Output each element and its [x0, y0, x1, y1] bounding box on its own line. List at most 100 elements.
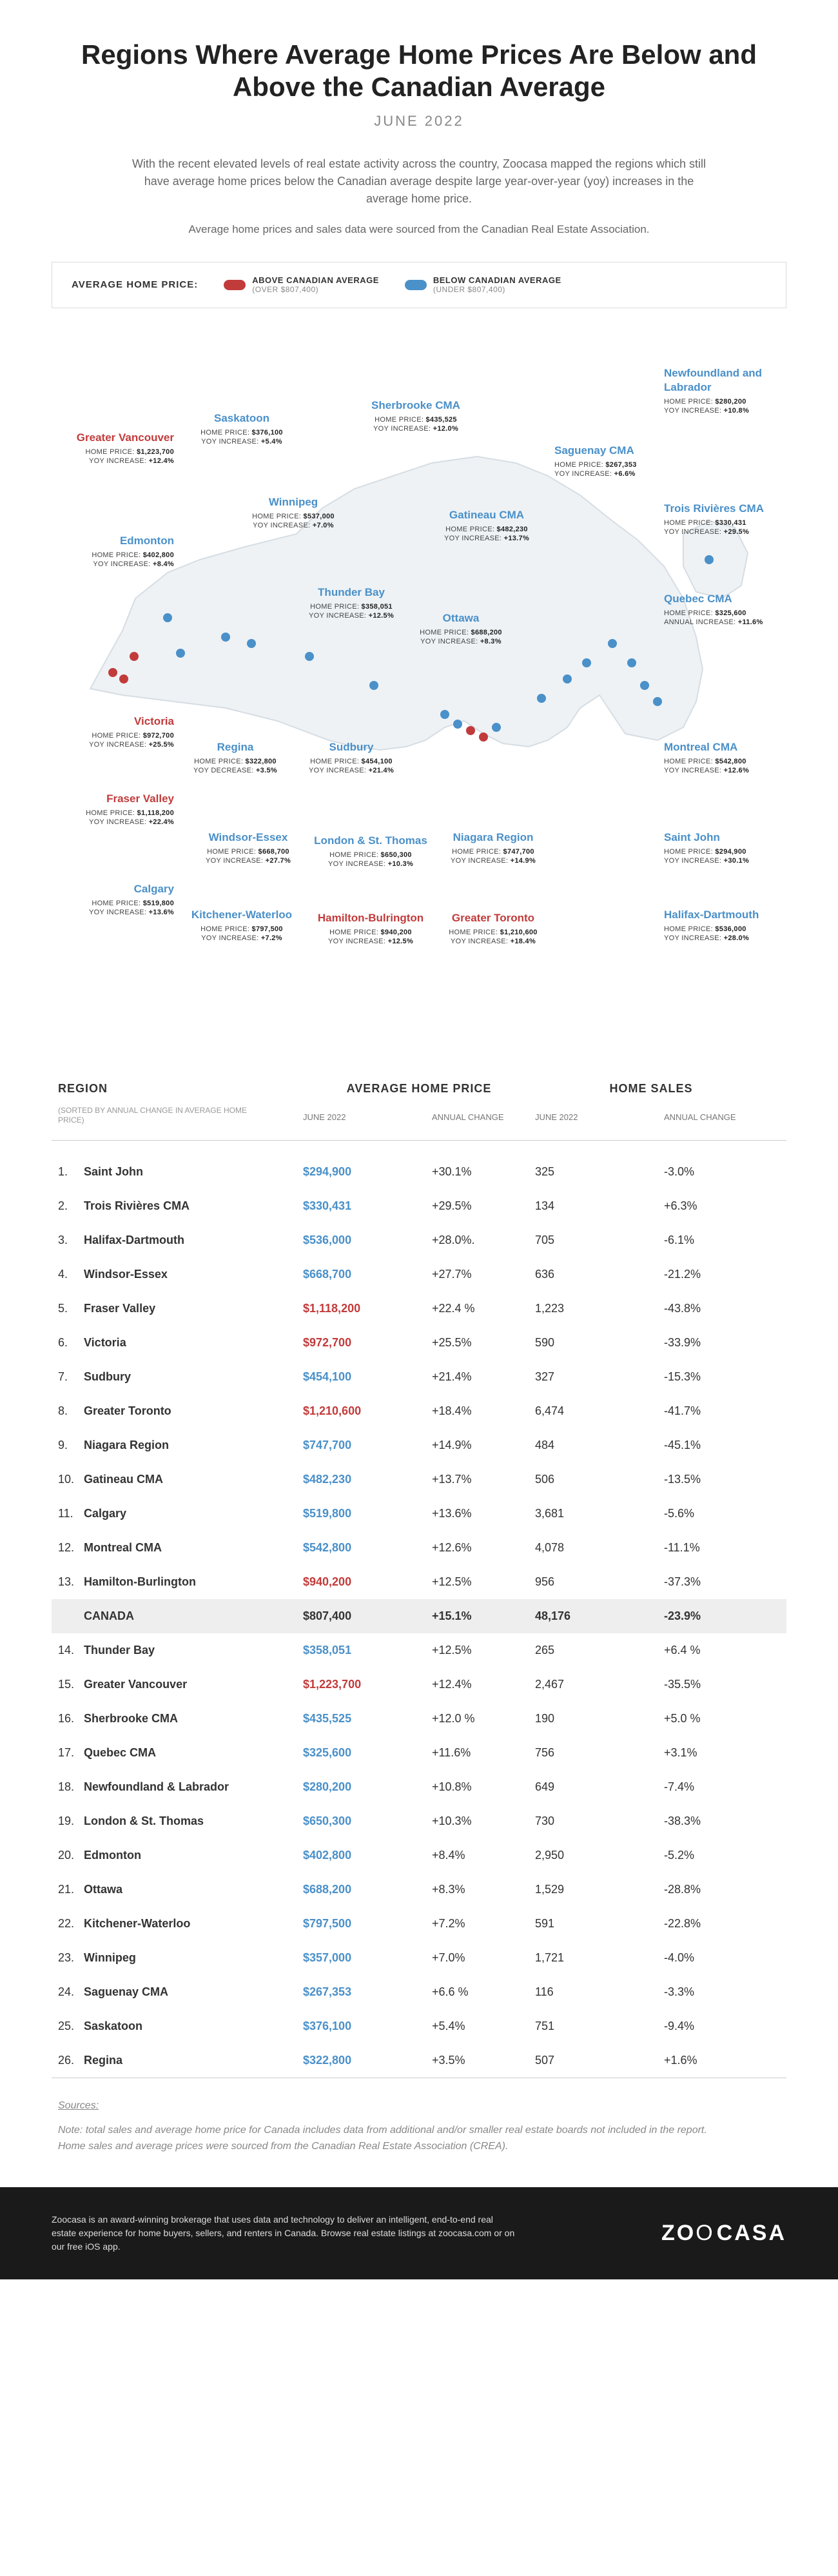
map-callout: London & St. ThomasHOME PRICE: $650,300Y…: [309, 834, 432, 869]
row-price: $454,100: [303, 1370, 432, 1384]
row-sales-change: -11.1%: [664, 1541, 767, 1555]
row-sales: 1,529: [535, 1883, 664, 1896]
callout-region-name: Gatineau CMA: [425, 508, 548, 522]
callout-yoy: YOY INCREASE: +29.5%: [664, 527, 786, 536]
row-sales-change: -43.8%: [664, 1302, 767, 1315]
callout-yoy: YOY INCREASE: +8.4%: [52, 560, 174, 569]
callout-yoy: YOY INCREASE: +13.6%: [52, 908, 174, 917]
row-sales: 6,474: [535, 1404, 664, 1418]
row-price-change: +12.5%: [432, 1575, 535, 1589]
row-region: 4.Windsor-Essex: [58, 1268, 303, 1281]
callout-yoy: YOY INCREASE: +12.5%: [309, 937, 432, 946]
row-sales-change: -45.1%: [664, 1439, 767, 1452]
callout-home-price: HOME PRICE: $747,700: [432, 847, 554, 856]
row-region: 2.Trois Rivières CMA: [58, 1199, 303, 1213]
callout-region-name: Saint John: [664, 831, 786, 845]
callout-yoy: YOY DECREASE: +3.5%: [174, 766, 297, 775]
map-callout: Greater VancouverHOME PRICE: $1,223,700Y…: [52, 431, 174, 466]
row-region: 25.Saskatoon: [58, 2020, 303, 2033]
row-price-change: +14.9%: [432, 1439, 535, 1452]
callout-region-name: Edmonton: [52, 534, 174, 548]
row-sales: 956: [535, 1575, 664, 1589]
callout-home-price: HOME PRICE: $797,500: [180, 925, 303, 934]
callout-yoy: YOY INCREASE: +18.4%: [432, 937, 554, 946]
callout-region-name: Halifax-Dartmouth: [664, 908, 786, 922]
row-price: $357,000: [303, 1951, 432, 1965]
canada-summary-row: CANADA $807,400 +15.1% 48,176 -23.9%: [52, 1599, 786, 1633]
row-price: $358,051: [303, 1644, 432, 1657]
callout-home-price: HOME PRICE: $1,223,700: [52, 447, 174, 457]
row-price: $688,200: [303, 1883, 432, 1896]
row-price: $519,800: [303, 1507, 432, 1520]
canada-name: CANADA: [58, 1609, 134, 1622]
pill-below-icon: [405, 280, 427, 290]
row-sales-change: -7.4%: [664, 1780, 767, 1794]
callout-home-price: HOME PRICE: $294,900: [664, 847, 786, 856]
map-callout: Windsor-EssexHOME PRICE: $668,700YOY INC…: [187, 831, 309, 866]
row-sales-change: -13.5%: [664, 1473, 767, 1486]
row-sales-change: -38.3%: [664, 1814, 767, 1828]
row-region: 6.Victoria: [58, 1336, 303, 1350]
table-row: 7.Sudbury$454,100+21.4%327-15.3%: [52, 1360, 786, 1394]
row-sales: 730: [535, 1814, 664, 1828]
row-price-change: +13.7%: [432, 1473, 535, 1486]
callout-home-price: HOME PRICE: $325,600: [664, 609, 786, 618]
row-price: $1,223,700: [303, 1678, 432, 1691]
row-sales-change: +3.1%: [664, 1746, 767, 1760]
table-row: 14.Thunder Bay$358,051+12.5%265+6.4 %: [52, 1633, 786, 1667]
row-price: $668,700: [303, 1268, 432, 1281]
legend-below-title: BELOW CANADIAN AVERAGE: [433, 275, 561, 286]
table-row: 5.Fraser Valley$1,118,200+22.4 %1,223-43…: [52, 1292, 786, 1326]
callout-yoy: YOY INCREASE: +14.9%: [432, 856, 554, 865]
row-sales: 506: [535, 1473, 664, 1486]
callout-home-price: HOME PRICE: $650,300: [309, 850, 432, 860]
row-region: 5.Fraser Valley: [58, 1302, 303, 1315]
map-callout: Montreal CMAHOME PRICE: $542,800YOY INCR…: [664, 740, 786, 776]
col-price-change: ANNUAL CHANGE: [432, 1106, 535, 1126]
row-price: $294,900: [303, 1165, 432, 1179]
row-price-change: +18.4%: [432, 1404, 535, 1418]
map-callout: CalgaryHOME PRICE: $519,800YOY INCREASE:…: [52, 882, 174, 918]
row-sales-change: -35.5%: [664, 1678, 767, 1691]
map-callout: WinnipegHOME PRICE: $537,000YOY INCREASE…: [232, 495, 355, 531]
row-price-change: +7.2%: [432, 1917, 535, 1931]
row-sales-change: -37.3%: [664, 1575, 767, 1589]
map-callout: Kitchener-WaterlooHOME PRICE: $797,500YO…: [180, 908, 303, 943]
row-price: $650,300: [303, 1814, 432, 1828]
row-price-change: +27.7%: [432, 1268, 535, 1281]
row-sales-change: -3.3%: [664, 1985, 767, 1999]
row-region: 18.Newfoundland & Labrador: [58, 1780, 303, 1794]
callout-region-name: Newfoundland and Labrador: [664, 366, 786, 395]
row-region: 12.Montreal CMA: [58, 1541, 303, 1555]
row-price: $972,700: [303, 1336, 432, 1350]
sources-note-1: Note: total sales and average home price…: [58, 2122, 780, 2139]
pill-above-icon: [224, 280, 246, 290]
callout-home-price: HOME PRICE: $376,100: [180, 428, 303, 437]
map-callout: Thunder BayHOME PRICE: $358,051YOY INCRE…: [290, 585, 413, 621]
callout-yoy: YOY INCREASE: +7.0%: [232, 521, 355, 530]
row-sales: 190: [535, 1712, 664, 1726]
map-callout: VictoriaHOME PRICE: $972,700YOY INCREASE…: [52, 714, 174, 750]
row-region: 24.Saguenay CMA: [58, 1985, 303, 1999]
callout-home-price: HOME PRICE: $519,800: [52, 899, 174, 908]
row-price-change: +30.1%: [432, 1165, 535, 1179]
row-sales: 4,078: [535, 1541, 664, 1555]
table-sub-header: (SORTED BY ANNUAL CHANGE IN AVERAGE HOME…: [52, 1102, 786, 1141]
row-sales-change: -21.2%: [664, 1268, 767, 1281]
col-sales-june: JUNE 2022: [535, 1106, 664, 1126]
sources-title: Sources:: [58, 2098, 780, 2114]
callout-region-name: Sudbury: [290, 740, 413, 754]
callout-yoy: YOY INCREASE: +22.4%: [52, 818, 174, 827]
table-row: 21.Ottawa$688,200+8.3%1,529-28.8%: [52, 1873, 786, 1907]
row-sales: 636: [535, 1268, 664, 1281]
callout-home-price: HOME PRICE: $972,700: [52, 731, 174, 740]
callout-region-name: Sherbrooke CMA: [355, 398, 477, 413]
row-sales: 134: [535, 1199, 664, 1213]
callout-region-name: London & St. Thomas: [309, 834, 432, 848]
map-callout: Fraser ValleyHOME PRICE: $1,118,200YOY I…: [52, 792, 174, 827]
callout-region-name: Hamilton-Bulrington: [309, 911, 432, 925]
row-sales: 1,721: [535, 1951, 664, 1965]
table-row: 16.Sherbrooke CMA$435,525+12.0 %190+5.0 …: [52, 1702, 786, 1736]
row-region: 15.Greater Vancouver: [58, 1678, 303, 1691]
footer-text: Zoocasa is an award-winning brokerage th…: [52, 2213, 516, 2254]
